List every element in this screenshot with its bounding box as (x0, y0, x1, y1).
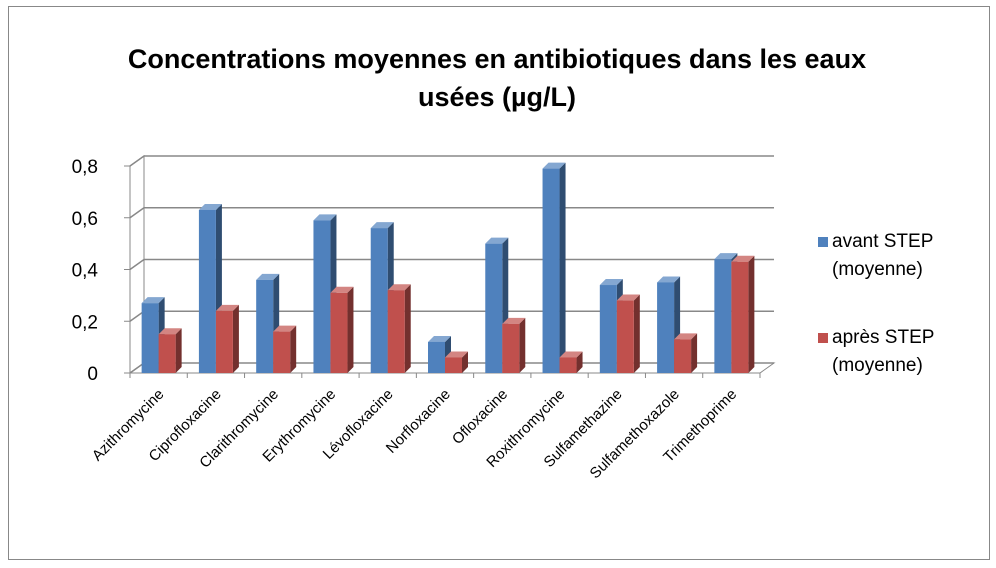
bar-side (691, 333, 698, 373)
bar-top (559, 351, 583, 358)
bar-top (616, 294, 640, 301)
bar-top (198, 203, 222, 210)
bar-top (141, 297, 165, 304)
y-tick-label: 0,2 (72, 312, 98, 333)
bar (370, 228, 388, 373)
bar (141, 303, 159, 373)
bar (542, 168, 560, 373)
bar-top (313, 214, 337, 221)
bar (657, 282, 675, 373)
bar-side (633, 294, 640, 373)
y-tick-label: 0 (87, 364, 98, 385)
bar-top (657, 276, 681, 283)
bar-side (462, 351, 468, 373)
bar-top (714, 253, 738, 260)
bar-side (347, 286, 354, 373)
bar-side (404, 284, 411, 373)
bar (485, 243, 503, 373)
bar-top (445, 351, 468, 358)
bar (714, 259, 732, 373)
bar-top (370, 222, 394, 229)
bar (445, 357, 462, 373)
grid-line (129, 155, 774, 167)
bar-side (175, 328, 182, 373)
bar-top (158, 328, 182, 335)
bar-top (731, 255, 755, 262)
bar (273, 331, 291, 373)
bar-side (576, 351, 583, 373)
legend-swatch (818, 333, 828, 343)
bar (256, 279, 274, 373)
bar-top (502, 317, 526, 324)
bar-side (748, 255, 755, 373)
y-tick-label: 0,8 (72, 157, 98, 178)
legend-entry: avant STEP (moyenne) (818, 228, 992, 284)
bar-side (232, 304, 239, 373)
bar-top (485, 237, 509, 244)
bar (330, 292, 348, 373)
chart-title: Concentrations moyennes en antibiotiques… (127, 44, 867, 112)
bar-side (559, 162, 566, 373)
bar (387, 290, 405, 373)
bar-side (519, 317, 526, 373)
bar (599, 285, 617, 373)
bar-top (330, 286, 354, 293)
bar (674, 339, 692, 373)
legend-label: après STEP (moyenne) (832, 327, 935, 376)
bar-top (674, 333, 698, 340)
bar-top (215, 304, 239, 311)
bar (215, 310, 233, 373)
legend-label: avant STEP (moyenne) (832, 231, 934, 280)
y-tick-label: 0,6 (72, 209, 98, 230)
bar (158, 334, 176, 373)
legend-entry: après STEP (moyenne) (818, 324, 992, 380)
bar (559, 357, 577, 373)
bar-top (599, 279, 623, 286)
bar-top (273, 325, 297, 332)
bar (198, 209, 216, 373)
bar-top (428, 335, 451, 342)
bar-top (387, 284, 411, 291)
bar (616, 300, 634, 373)
bar-top (542, 162, 566, 169)
bar (731, 261, 749, 373)
bar (428, 341, 445, 373)
y-tick-label: 0,4 (72, 261, 99, 282)
bar-side (290, 325, 297, 373)
bar-top (256, 273, 280, 280)
legend-swatch (818, 237, 828, 247)
bar (502, 323, 520, 373)
bar (313, 220, 331, 373)
